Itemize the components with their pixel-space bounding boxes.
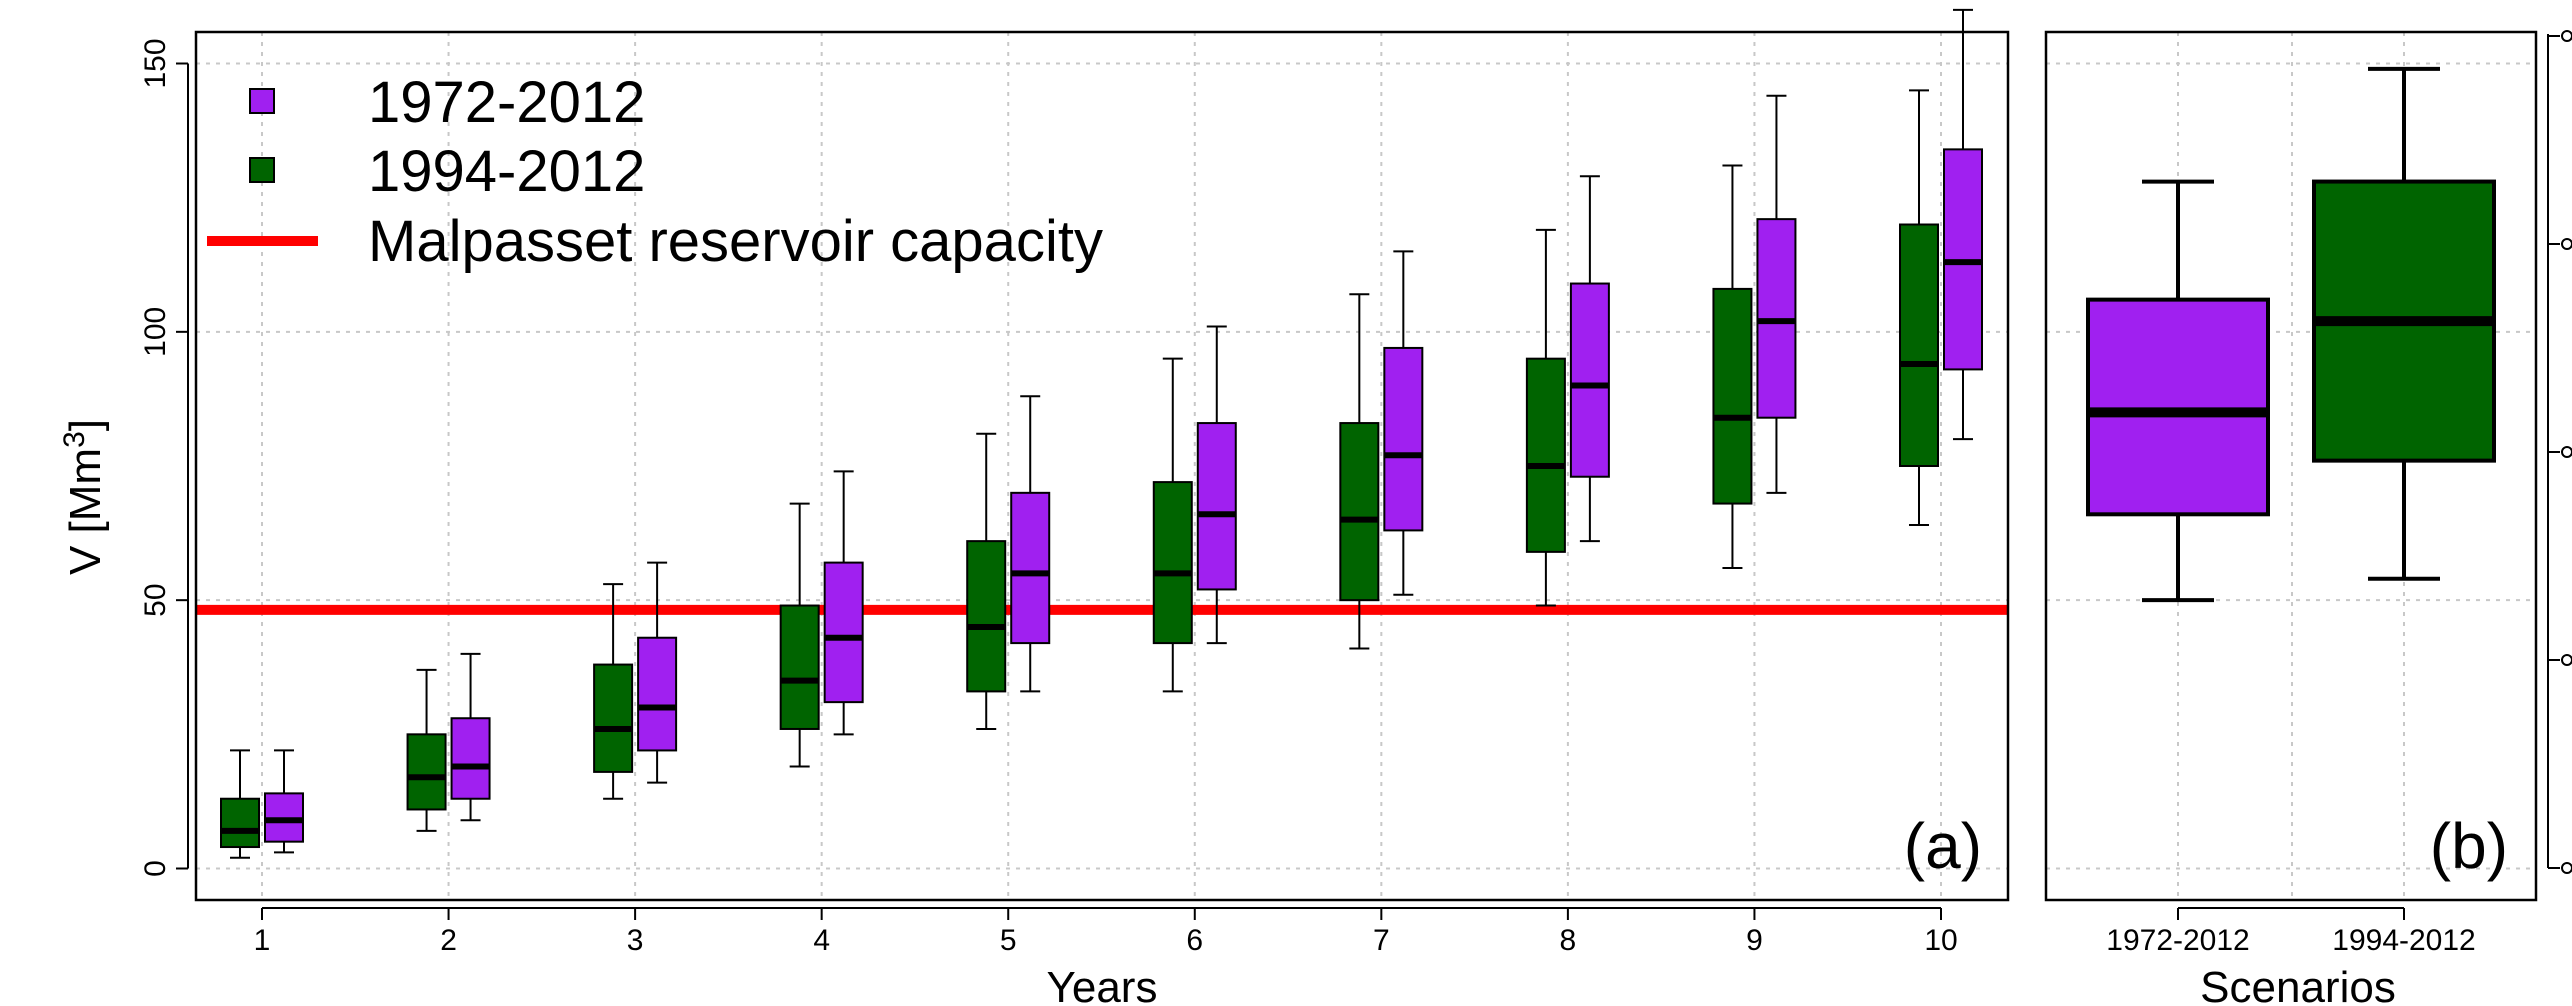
panel-a-frame [194, 30, 2010, 902]
box-iqr [966, 540, 1007, 693]
box-iqr [1712, 287, 1753, 505]
box-iqr [1899, 223, 1939, 467]
x-axis-title-scenarios: Scenarios [2200, 963, 2396, 1006]
box-1972-2012-year-4 [823, 470, 864, 736]
box-iqr [1569, 282, 1610, 478]
box-iqr [823, 561, 864, 704]
box-iqr [779, 604, 820, 730]
box-1972-2012-year-5 [1010, 395, 1051, 693]
right-tick-label-fragment-2 [2561, 446, 2572, 458]
box-iqr [2086, 297, 2270, 517]
panel-b-frame [2044, 30, 2538, 902]
box-iqr [220, 797, 260, 849]
box-1994-2012-year-1 [220, 749, 260, 859]
box-iqr [1383, 346, 1424, 532]
panel-b-x-axis: 1972-2012 1994-2012 [2106, 907, 2476, 957]
box-1994-2012-year-3 [593, 583, 634, 800]
legend-swatch-1972-2012 [249, 88, 275, 114]
right-tick-label-fragment-1 [2561, 654, 2572, 666]
box-1972-2012-year-8 [1569, 175, 1610, 543]
legend: 1972-2012 1994-2012 Malpasset reservoir … [207, 70, 1103, 274]
panel-b-right-axis-ticks [2547, 30, 2572, 874]
box-1994-2012 [2312, 66, 2496, 581]
x-tick-label-10: 10 [1924, 924, 1957, 957]
panel-b: 1972-2012 1994-2012 Scenarios (b) [2044, 30, 2572, 1006]
box-iqr [1010, 491, 1051, 645]
x-tick-label-3: 3 [627, 924, 644, 957]
legend-label-capacity: Malpasset reservoir capacity [368, 209, 1103, 274]
panel-b-boxes [2086, 66, 2496, 603]
box-iqr [593, 663, 634, 773]
box-1972-2012-year-9 [1756, 94, 1797, 494]
right-tick-label-fragment-0 [2561, 862, 2572, 874]
panel-a-tag: (a) [1904, 810, 1982, 882]
box-iqr [450, 717, 491, 800]
x-tick-label-9: 9 [1746, 924, 1763, 957]
y-tick-label-50: 50 [139, 583, 172, 616]
box-1972-2012-year-7 [1383, 250, 1424, 596]
x-tick-label-1972-2012: 1972-2012 [2106, 924, 2249, 957]
x-tick-label-2: 2 [440, 924, 457, 957]
box-1994-2012-year-6 [1152, 357, 1193, 693]
box-iqr [1525, 357, 1566, 553]
x-tick-label-1994-2012: 1994-2012 [2332, 924, 2475, 957]
legend-swatch-1994-2012 [249, 157, 275, 183]
box-1994-2012-year-4 [779, 502, 820, 768]
box-1972-2012-year-3 [637, 561, 678, 784]
panel-b-tag: (b) [2430, 810, 2508, 882]
y-tick-label-0: 0 [139, 860, 172, 877]
right-tick-label-fragment-4 [2561, 30, 2572, 42]
y-axis-title: V [Mm3] [58, 419, 110, 575]
panel-a-x-axis: 1 2 3 4 5 6 7 8 9 10 [254, 907, 1958, 957]
x-tick-label-7: 7 [1373, 924, 1390, 957]
y-tick-label-150: 150 [139, 38, 172, 88]
box-iqr [1339, 422, 1380, 602]
x-axis-title-years: Years [1047, 963, 1158, 1006]
right-tick-label-fragment-3 [2561, 238, 2572, 250]
box-iqr [1196, 422, 1237, 591]
panel-a-grid [196, 32, 2008, 900]
box-1994-2012-year-9 [1712, 164, 1753, 569]
box-1972-2012-year-6 [1196, 325, 1237, 645]
box-iqr [406, 733, 447, 811]
box-iqr [637, 636, 678, 752]
x-tick-label-4: 4 [813, 924, 830, 957]
box-1972-2012 [2086, 179, 2270, 603]
box-1994-2012-year-7 [1339, 293, 1380, 650]
box-1972-2012-year-1 [264, 749, 304, 854]
x-tick-label-5: 5 [1000, 924, 1017, 957]
y-tick-label-100: 100 [139, 307, 172, 357]
legend-label-1972-2012: 1972-2012 [368, 70, 645, 135]
box-1994-2012-year-2 [406, 668, 447, 832]
panel-a-boxes [220, 8, 1983, 859]
box-1972-2012-year-10 [1943, 8, 1983, 441]
box-1994-2012-year-8 [1525, 228, 1566, 607]
box-1972-2012-year-2 [450, 652, 491, 822]
legend-label-1994-2012: 1994-2012 [368, 139, 645, 204]
box-1994-2012-year-5 [966, 432, 1007, 730]
box-1994-2012-year-10 [1899, 89, 1939, 527]
x-tick-label-1: 1 [254, 924, 271, 957]
x-tick-label-8: 8 [1560, 924, 1577, 957]
box-iqr [1152, 481, 1193, 645]
panel-a-y-axis: 0 50 100 150 [139, 38, 189, 877]
x-tick-label-6: 6 [1186, 924, 1203, 957]
